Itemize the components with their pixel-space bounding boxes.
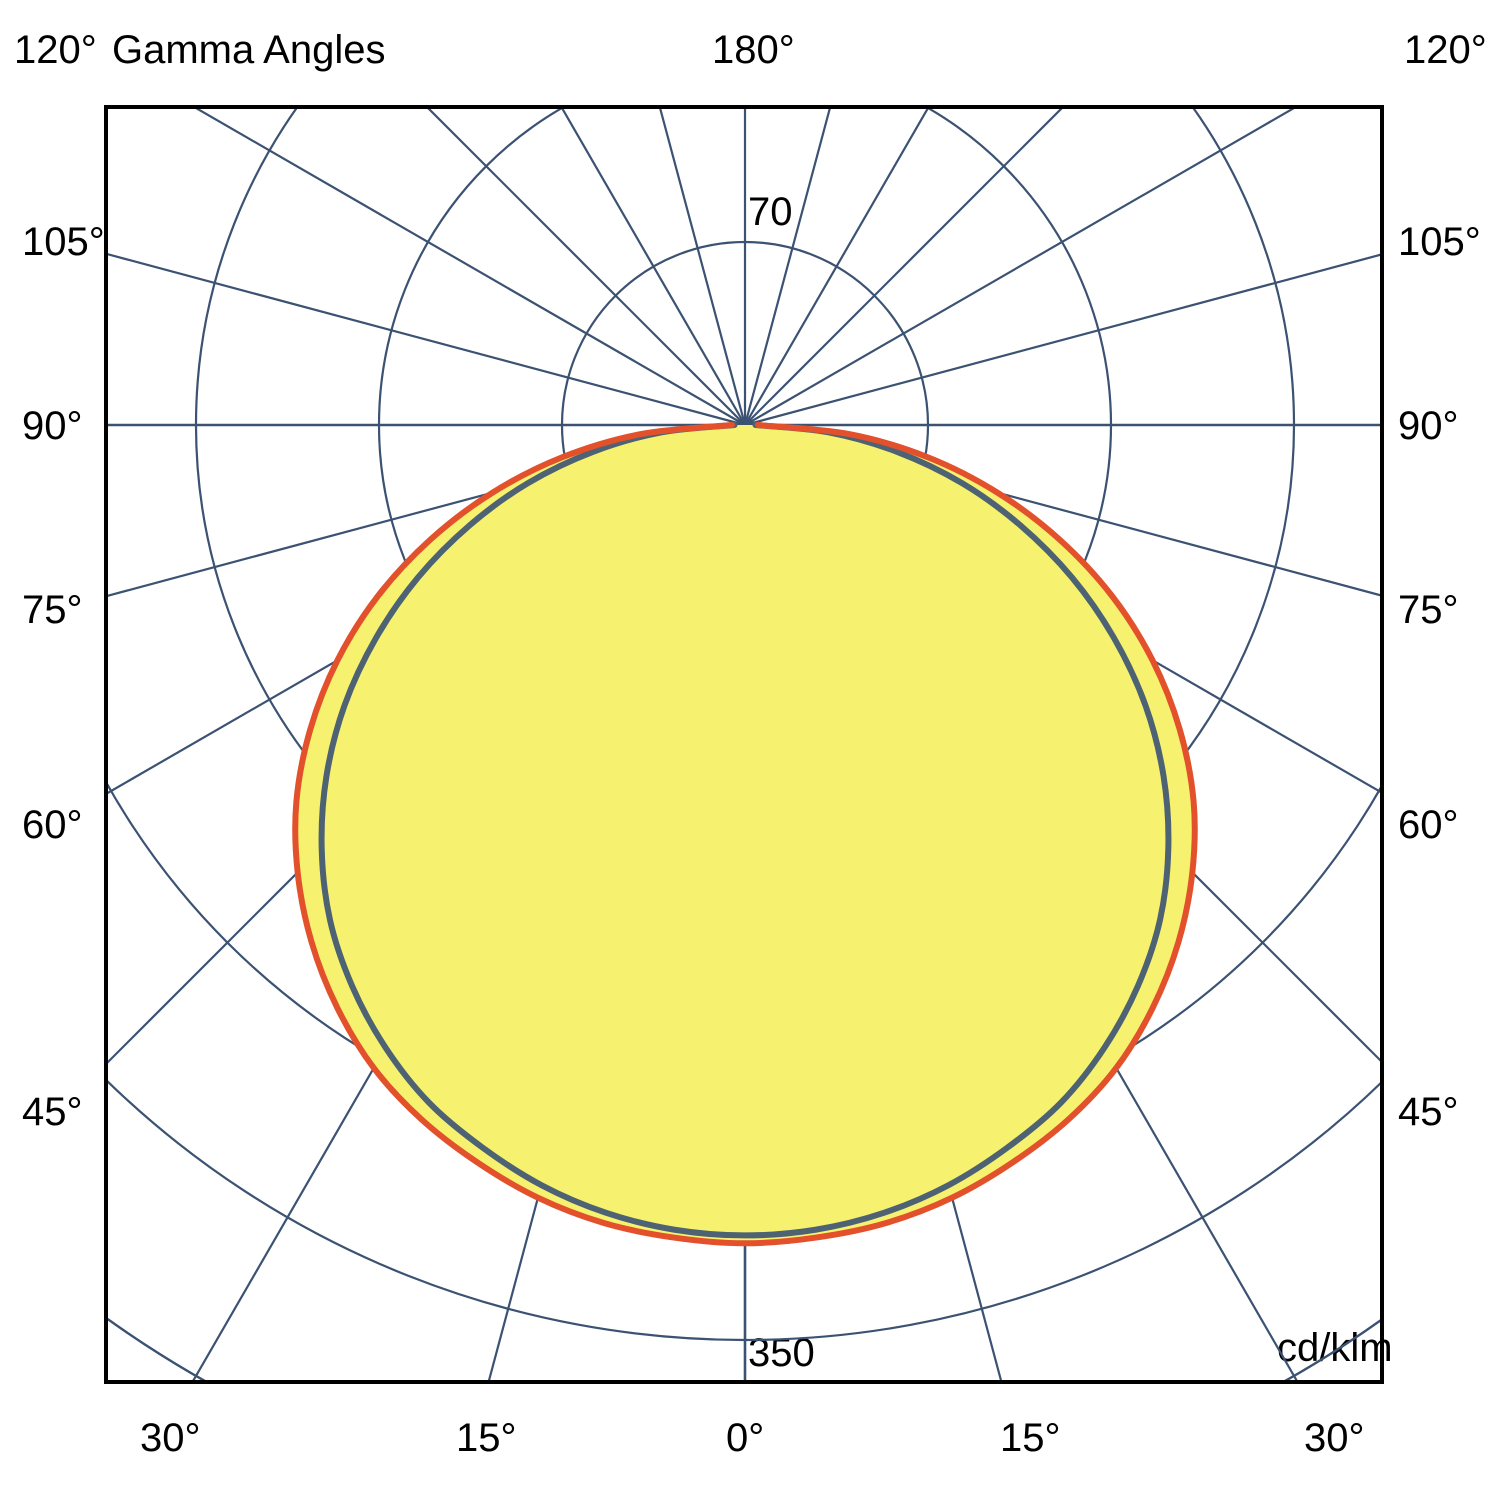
top-center-angle-label: 180° — [712, 28, 795, 72]
left-gamma-label-60: 60° — [22, 803, 83, 847]
top-right-gamma-label: 120° — [1404, 28, 1487, 72]
right-gamma-label-105: 105° — [1398, 220, 1481, 264]
right-gamma-label-75: 75° — [1398, 588, 1459, 632]
distribution-fill — [295, 425, 1195, 1244]
page-title: Gamma Angles — [112, 28, 386, 72]
left-gamma-label-90: 90° — [22, 404, 83, 448]
plot-frame — [104, 105, 1384, 1384]
distribution-curve-c0 — [292, 422, 1198, 1247]
bottom-azimuth-label-30-left: 30° — [140, 1416, 201, 1460]
distribution-group — [292, 422, 1198, 1247]
distribution-curve-c90 — [318, 422, 1172, 1239]
left-gamma-label-105: 105° — [22, 220, 105, 264]
right-gamma-label-90: 90° — [1398, 404, 1459, 448]
top-left-gamma-label: 120° — [14, 28, 97, 72]
left-gamma-label-45: 45° — [22, 1090, 83, 1134]
bottom-azimuth-label-15-left: 15° — [456, 1416, 517, 1460]
radial-label-up-70: 70 — [748, 190, 793, 234]
bottom-azimuth-label-0: 0° — [726, 1416, 765, 1460]
units-label: cd/klm — [1277, 1326, 1393, 1370]
bottom-azimuth-label-15-right: 15° — [1000, 1416, 1061, 1460]
bottom-azimuth-label-30-right: 30° — [1304, 1416, 1365, 1460]
left-gamma-label-75: 75° — [22, 588, 83, 632]
right-gamma-label-45: 45° — [1398, 1090, 1459, 1134]
right-gamma-label-60: 60° — [1398, 803, 1459, 847]
